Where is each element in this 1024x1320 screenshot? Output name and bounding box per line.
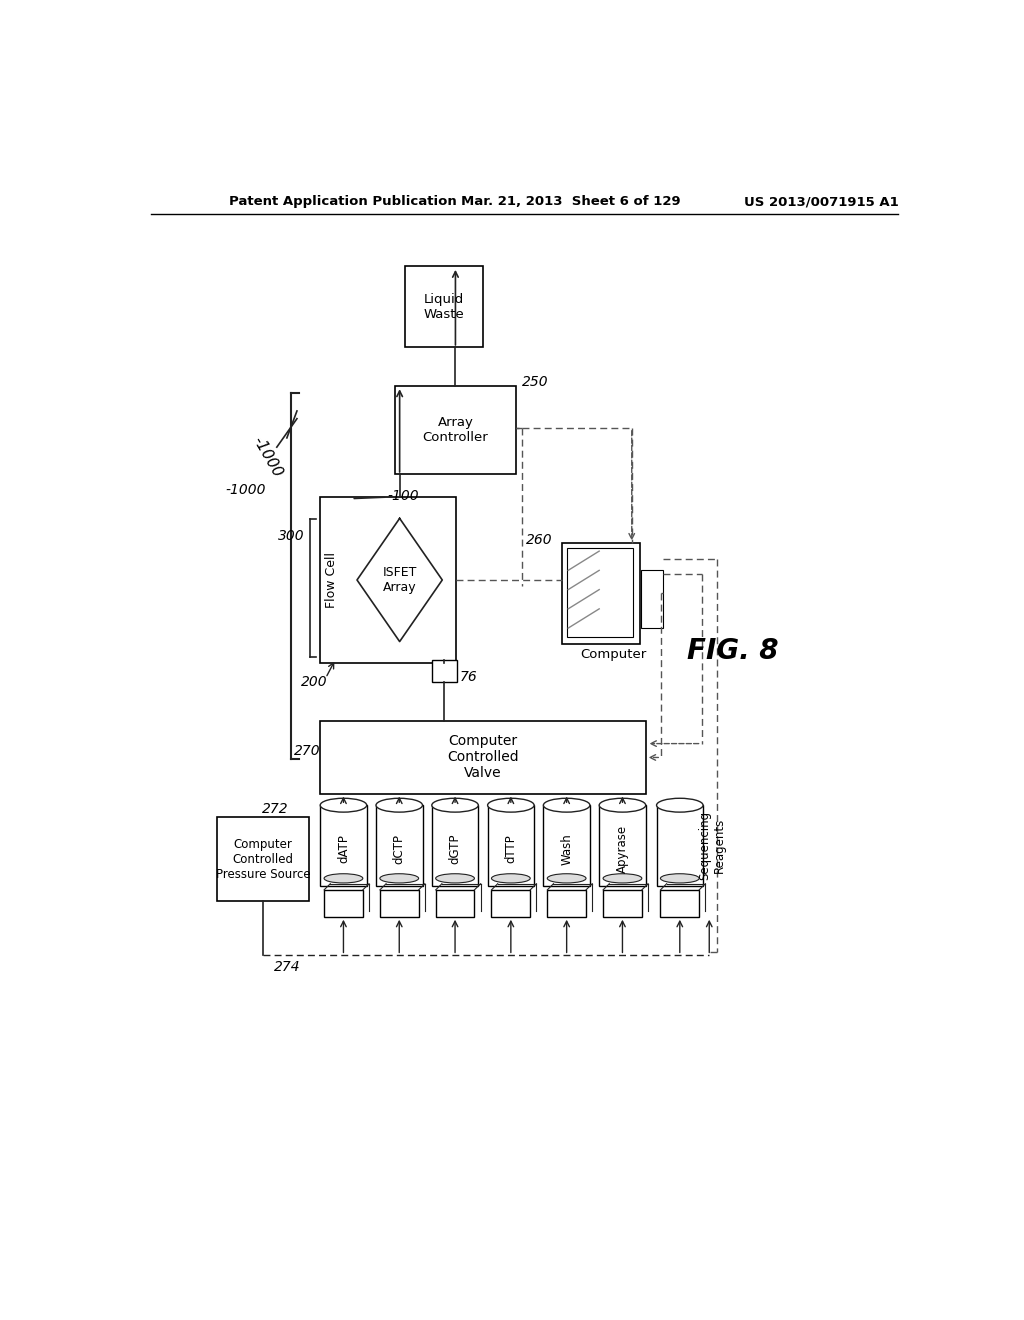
- Text: Computer
Controlled
Valve: Computer Controlled Valve: [447, 734, 519, 780]
- Bar: [562, 544, 640, 644]
- Bar: [599, 805, 646, 886]
- Bar: [321, 498, 456, 663]
- Text: 274: 274: [273, 960, 300, 974]
- Text: ISFET
Array: ISFET Array: [382, 566, 417, 594]
- Bar: [217, 817, 308, 902]
- Text: Liquid
Waste: Liquid Waste: [424, 293, 465, 321]
- Text: -1000: -1000: [249, 434, 285, 480]
- Text: -100: -100: [388, 488, 419, 503]
- Text: dTTP: dTTP: [505, 834, 517, 863]
- Bar: [487, 805, 535, 886]
- Bar: [376, 805, 423, 886]
- Bar: [432, 660, 457, 682]
- Ellipse shape: [599, 799, 646, 812]
- Text: Apyrase: Apyrase: [616, 825, 629, 873]
- Ellipse shape: [603, 874, 642, 883]
- Bar: [566, 548, 633, 638]
- Text: 250: 250: [521, 375, 548, 388]
- Text: Sequencing
Reagents: Sequencing Reagents: [698, 810, 726, 880]
- Bar: [660, 890, 699, 917]
- Bar: [395, 385, 515, 474]
- Text: 270: 270: [294, 744, 321, 758]
- Bar: [603, 890, 642, 917]
- Bar: [321, 721, 646, 793]
- Text: Array
Controller: Array Controller: [423, 416, 488, 444]
- Text: 300: 300: [279, 529, 305, 543]
- Text: Computer
Controlled
Pressure Source: Computer Controlled Pressure Source: [215, 838, 310, 880]
- Ellipse shape: [656, 799, 703, 812]
- Ellipse shape: [487, 799, 535, 812]
- Bar: [641, 570, 663, 628]
- Ellipse shape: [547, 874, 586, 883]
- Text: Flow Cell: Flow Cell: [326, 552, 338, 609]
- Ellipse shape: [544, 799, 590, 812]
- Text: Mar. 21, 2013  Sheet 6 of 129: Mar. 21, 2013 Sheet 6 of 129: [461, 195, 681, 209]
- Text: dCTP: dCTP: [393, 834, 406, 863]
- Ellipse shape: [432, 799, 478, 812]
- Ellipse shape: [660, 874, 699, 883]
- Text: 272: 272: [262, 803, 289, 816]
- Text: Wash: Wash: [560, 833, 573, 865]
- Bar: [656, 805, 703, 886]
- Text: -1000: -1000: [225, 483, 266, 496]
- Bar: [544, 805, 590, 886]
- Bar: [435, 890, 474, 917]
- Text: Computer: Computer: [580, 648, 646, 661]
- Bar: [406, 267, 483, 347]
- Text: 76: 76: [460, 671, 477, 684]
- Ellipse shape: [380, 874, 419, 883]
- Bar: [432, 805, 478, 886]
- Text: 260: 260: [526, 533, 553, 548]
- Bar: [547, 890, 586, 917]
- Text: FIG. 8: FIG. 8: [687, 638, 778, 665]
- Ellipse shape: [435, 874, 474, 883]
- Ellipse shape: [492, 874, 530, 883]
- Bar: [380, 890, 419, 917]
- Bar: [321, 805, 367, 886]
- Ellipse shape: [324, 874, 362, 883]
- Bar: [324, 890, 362, 917]
- Ellipse shape: [376, 799, 423, 812]
- Text: US 2013/0071915 A1: US 2013/0071915 A1: [743, 195, 898, 209]
- Text: dGTP: dGTP: [449, 833, 462, 865]
- Ellipse shape: [321, 799, 367, 812]
- Text: 200: 200: [301, 675, 328, 689]
- Bar: [492, 890, 530, 917]
- Text: Patent Application Publication: Patent Application Publication: [228, 195, 457, 209]
- Text: dATP: dATP: [337, 834, 350, 863]
